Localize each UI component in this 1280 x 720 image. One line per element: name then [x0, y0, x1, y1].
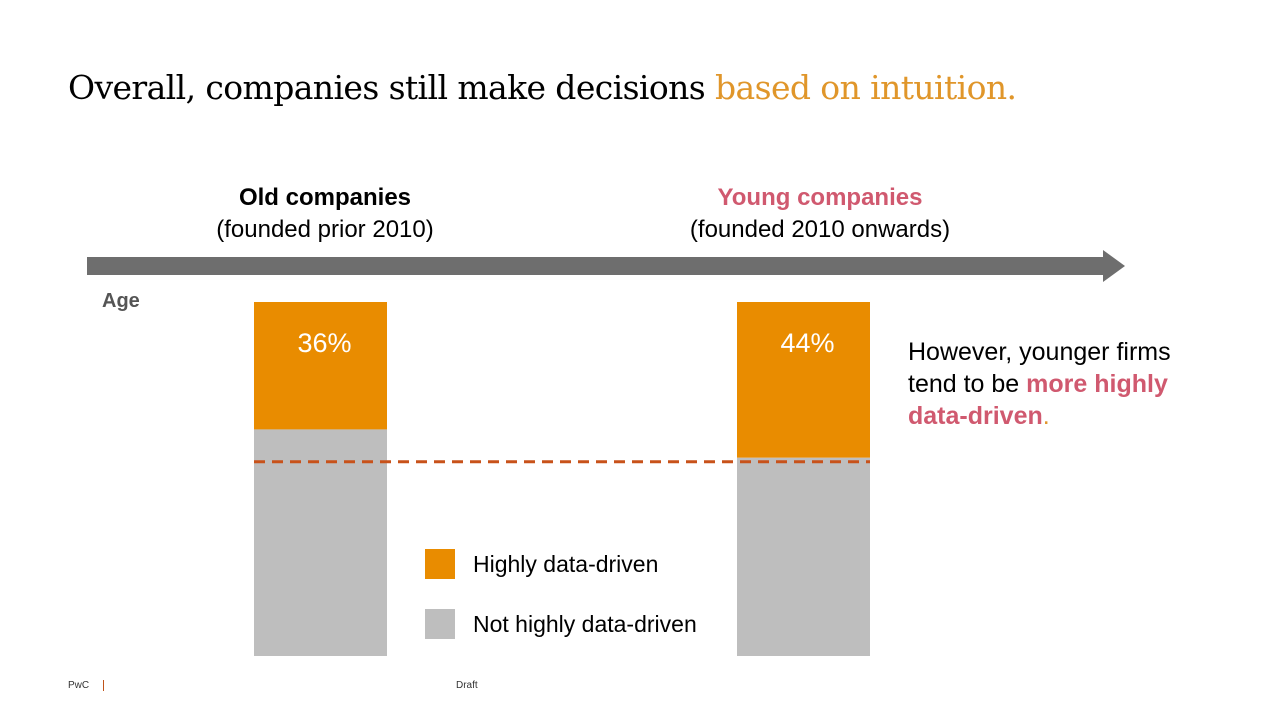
slide-title: Overall, companies still make decisions …: [68, 68, 1017, 107]
data-label-0: 36%: [297, 328, 351, 358]
side-note: However, younger firms tend to be more h…: [908, 336, 1208, 432]
footer-brand: PwC: [68, 680, 90, 691]
group-label-young: Young companies (founded 2010 onwards): [660, 182, 980, 246]
footer-separator: [103, 680, 104, 691]
group-heading-old: Old companies: [238, 184, 412, 211]
side-note-text: However, younger firms tend to be: [908, 338, 1171, 398]
legend-item-not-highly: Not highly data-driven: [425, 609, 697, 639]
side-note-end: .: [1042, 402, 1050, 430]
legend-swatch-not-highly: [425, 609, 455, 639]
title-accent: based on intuition.: [715, 68, 1017, 107]
axis-label-age: Age: [102, 290, 140, 312]
bar-not-highly-1: [737, 457, 870, 656]
legend-label-not-highly: Not highly data-driven: [473, 610, 697, 637]
footer-status: Draft: [456, 680, 478, 691]
legend-item-highly: Highly data-driven: [425, 549, 658, 579]
title-main: Overall, companies still make decisions: [68, 68, 716, 107]
group-sub-old: (founded prior 2010): [216, 216, 434, 243]
bar-highly-0: [254, 302, 387, 430]
side-note-highlight: more highly data-driven: [908, 370, 1168, 430]
group-heading-young: Young companies: [717, 184, 923, 211]
bar-not-highly-0: [254, 429, 387, 656]
bar-highly-1: [737, 302, 870, 458]
group-sub-young: (founded 2010 onwards): [689, 216, 951, 243]
data-label-1: 44%: [780, 328, 834, 358]
legend-label-highly: Highly data-driven: [473, 550, 659, 577]
group-label-old: Old companies (founded prior 2010): [190, 182, 460, 246]
legend-swatch-highly: [425, 549, 455, 579]
age-arrow-icon: [87, 250, 1125, 282]
